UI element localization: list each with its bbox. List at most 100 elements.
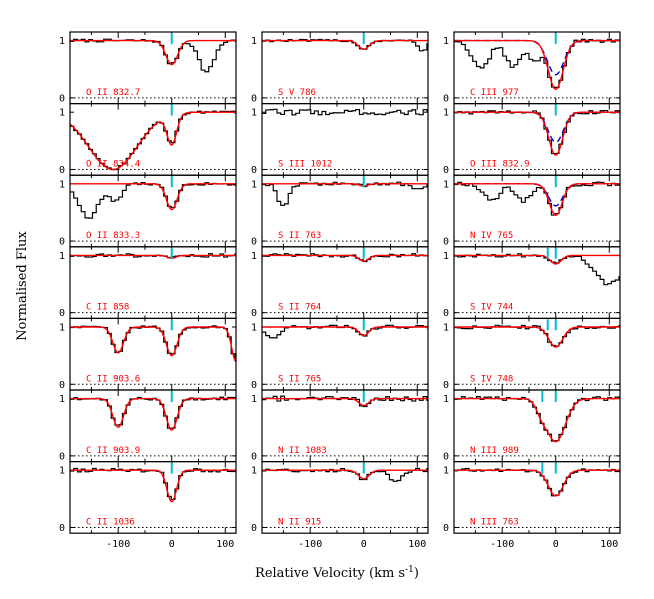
panel-2-1: 1 0 S V 786 — [251, 31, 429, 104]
data-histogram — [70, 253, 236, 259]
xtick-label: 100 — [408, 539, 426, 550]
panel-3-1: 1 0 C III 977 — [443, 31, 621, 104]
data-histogram — [454, 38, 620, 89]
model-fit-line — [262, 254, 428, 262]
model-fit-line — [454, 183, 620, 217]
model-fit-line — [454, 469, 620, 497]
y-axis-label: Normalised Flux — [15, 231, 30, 341]
panel-2-4: 1 0 S II 764 — [251, 246, 429, 319]
ytick-label-1: 1 — [59, 394, 65, 405]
ytick-label-0: 0 — [59, 165, 65, 176]
panel-2-2: 1 0 S III 1012 — [251, 102, 429, 176]
ytick-label-0: 0 — [251, 237, 257, 248]
ytick-label-0: 0 — [59, 237, 65, 248]
ion-label: S III 1012 — [278, 159, 332, 169]
model-fit-line — [454, 39, 620, 91]
model-fit-line — [454, 397, 620, 443]
ion-label: S II 765 — [278, 374, 321, 384]
ytick-label-1: 1 — [59, 179, 65, 190]
panel-grid: 1 0 O II 832.7 1 0 O II 834.4 1 0 O II 833.3 1 0 C … — [59, 31, 621, 550]
data-histogram — [454, 395, 620, 442]
data-histogram — [70, 396, 236, 429]
panel-frame — [261, 461, 429, 534]
model-fit-line — [454, 111, 620, 156]
ytick-label-1: 1 — [251, 322, 257, 333]
ytick-label-0: 0 — [251, 523, 257, 534]
panel-1-3: 1 0 O II 833.3 — [59, 174, 237, 248]
model-fit-line — [70, 326, 237, 362]
panel-2-6: 1 0 N II 1083 — [251, 389, 429, 462]
panel-3-7: 1 0 N III 763 — [443, 461, 621, 534]
ytick-label-1: 1 — [59, 322, 65, 333]
model-fit-line — [454, 254, 620, 265]
ytick-label-0: 0 — [251, 380, 257, 391]
xtick-label: 0 — [361, 539, 367, 550]
panel-1-2: 1 0 O II 834.4 — [59, 102, 237, 176]
xtick-label: -100 — [490, 539, 514, 550]
ion-label: O II 832.7 — [86, 88, 140, 98]
ytick-label-1: 1 — [59, 108, 65, 119]
model-fit-line — [70, 183, 236, 211]
data-histogram — [454, 324, 620, 347]
ytick-label-0: 0 — [251, 165, 257, 176]
ytick-label-1: 1 — [443, 322, 449, 333]
ion-label: N II 915 — [278, 517, 321, 527]
data-histogram — [454, 181, 620, 216]
ytick-label-1: 1 — [251, 394, 257, 405]
ytick-label-1: 1 — [251, 466, 257, 477]
panel-3-5: 1 0 S IV 748 — [443, 317, 621, 391]
ytick-label-0: 0 — [59, 308, 65, 319]
panel-1-4: 1 0 C II 858 — [59, 246, 237, 319]
ytick-label-1: 1 — [443, 466, 449, 477]
ytick-label-1: 1 — [443, 251, 449, 262]
ytick-label-1: 1 — [59, 251, 65, 262]
data-histogram — [262, 181, 428, 206]
model-fit-line — [262, 39, 428, 50]
model-fit-line — [262, 469, 428, 480]
component-fit-line — [454, 39, 620, 76]
panel-3-2: 1 0 O III 832.9 — [443, 102, 621, 176]
data-histogram — [454, 109, 620, 155]
data-histogram — [454, 467, 620, 497]
data-histogram — [262, 108, 428, 116]
x-axis-label-main: Relative Velocity (km s — [255, 566, 405, 581]
ion-label: S IV 744 — [470, 303, 513, 313]
model-fit-line — [70, 254, 236, 259]
ytick-label-0: 0 — [251, 451, 257, 462]
xtick-label: -100 — [298, 539, 322, 550]
ion-label: O III 832.9 — [470, 159, 530, 169]
ion-label: C III 977 — [470, 88, 519, 98]
ytick-label-1: 1 — [59, 36, 65, 47]
ytick-label-1: 1 — [443, 179, 449, 190]
ytick-label-1: 1 — [443, 108, 449, 119]
ytick-label-0: 0 — [443, 380, 449, 391]
ytick-label-1: 1 — [251, 36, 257, 47]
ion-label: C II 903.6 — [86, 374, 140, 384]
ion-label: O II 834.4 — [86, 159, 140, 169]
ytick-label-0: 0 — [251, 308, 257, 319]
xtick-label: 100 — [216, 539, 234, 550]
model-fit-line — [70, 397, 236, 431]
panel-frame — [69, 461, 237, 534]
ytick-label-0: 0 — [59, 93, 65, 104]
panel-2-5: 1 0 S II 765 — [251, 317, 429, 391]
model-fit-line — [70, 39, 236, 66]
model-fit-line — [262, 183, 428, 187]
ion-label: N III 763 — [470, 517, 519, 527]
panel-1-7: 1 0 C II 1036 — [59, 461, 237, 534]
ytick-label-0: 0 — [251, 93, 257, 104]
ion-label: O II 833.3 — [86, 231, 140, 241]
ion-label: C II 903.9 — [86, 446, 140, 456]
x-axis-label: Relative Velocity (km s-1) — [255, 565, 419, 581]
panel-1-6: 1 0 C II 903.9 — [59, 389, 237, 462]
component-fit-line — [454, 111, 620, 143]
model-fit-line — [454, 326, 620, 348]
ytick-label-1: 1 — [59, 466, 65, 477]
panel-2-3: 1 0 S II 763 — [251, 174, 429, 248]
data-histogram — [70, 467, 236, 501]
ion-label: S IV 748 — [470, 374, 513, 384]
xtick-label: 0 — [553, 539, 559, 550]
ytick-label-1: 1 — [251, 108, 257, 119]
ytick-label-0: 0 — [443, 93, 449, 104]
